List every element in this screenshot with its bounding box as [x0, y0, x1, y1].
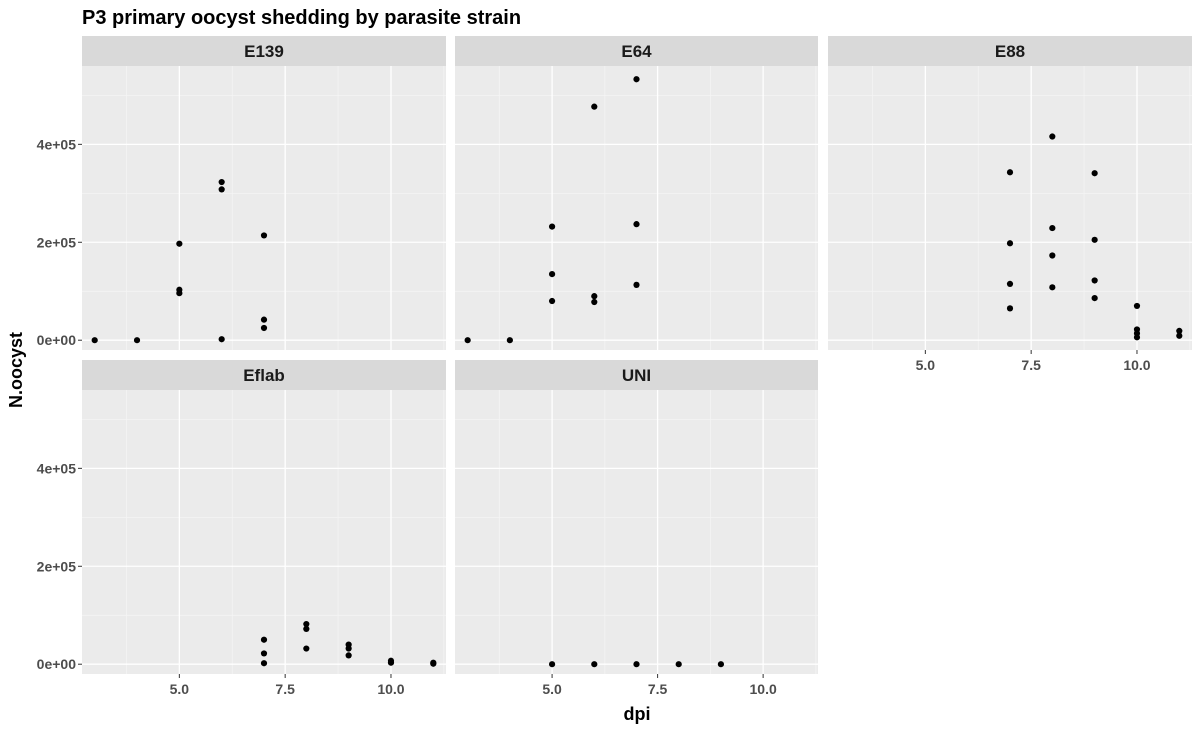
panel-background [455, 390, 818, 674]
facet-strip [455, 36, 818, 66]
data-point [260, 232, 268, 239]
data-point [675, 661, 682, 668]
data-point [548, 271, 556, 278]
data-point [387, 659, 395, 666]
data-point [633, 281, 640, 288]
x-tick-label: 5.0 [542, 681, 562, 697]
facet-strip [82, 360, 446, 390]
data-point [1091, 277, 1098, 284]
data-point [133, 337, 141, 344]
x-tick-label: 7.5 [275, 681, 295, 697]
data-point [1091, 170, 1098, 177]
data-point [260, 660, 268, 667]
x-tick-label: 7.5 [1021, 357, 1041, 373]
data-point [218, 178, 225, 186]
y-tick-label: 2e+05 [37, 558, 77, 574]
data-point [176, 290, 183, 297]
data-point [591, 298, 598, 306]
data-point [548, 223, 556, 230]
y-tick-label: 4e+05 [37, 460, 77, 476]
data-point [633, 661, 640, 668]
x-tick-label: 10.0 [1123, 357, 1150, 373]
data-point [303, 620, 310, 628]
facet-strip [82, 36, 446, 66]
data-point [218, 186, 225, 193]
data-point [1176, 332, 1183, 339]
facet-strip-label: E88 [995, 42, 1025, 61]
data-point [548, 297, 556, 305]
data-point [1091, 236, 1098, 243]
data-point [1133, 334, 1141, 341]
data-point [591, 661, 598, 668]
data-point [303, 625, 310, 633]
facet-panel-e64: E64 [455, 36, 818, 350]
data-point [260, 636, 268, 643]
facet-strip [455, 360, 818, 390]
data-point [633, 221, 640, 228]
data-point [633, 76, 640, 83]
facet-panel-uni: UNI 5.0 7.5 10.0 [455, 360, 818, 697]
panel-background [82, 66, 446, 350]
data-point [1049, 224, 1056, 232]
data-point [176, 240, 183, 247]
data-point [1006, 240, 1014, 247]
y-tick-label: 0e+00 [37, 332, 77, 348]
facet-panel-e88: E88 5.0 7.5 10.0 [828, 36, 1192, 373]
data-point [1006, 305, 1014, 312]
data-point [1091, 294, 1098, 302]
x-axis-title: dpi [624, 704, 651, 724]
facet-panel-e139: E139 0e+00 2e+05 4e+05 [37, 36, 446, 350]
data-point [506, 337, 513, 344]
data-point [591, 103, 598, 110]
data-point [345, 652, 352, 659]
x-tick-label: 5.0 [916, 357, 936, 373]
data-point [1049, 252, 1056, 259]
data-point [464, 337, 471, 344]
x-tick-label: 5.0 [170, 681, 190, 697]
data-point [717, 661, 725, 668]
y-axis-title: N.oocyst [6, 332, 26, 408]
data-point [1133, 302, 1141, 310]
data-point [218, 336, 225, 343]
x-tick-label: 7.5 [648, 681, 668, 697]
data-point [1176, 327, 1183, 335]
data-point [260, 324, 268, 332]
chart-title: P3 primary oocyst shedding by parasite s… [82, 7, 521, 29]
y-tick-label: 0e+00 [37, 656, 77, 672]
y-tick-label: 4e+05 [37, 136, 77, 152]
data-point [1049, 133, 1056, 140]
data-point [260, 650, 268, 657]
data-point [1006, 169, 1014, 176]
data-point [303, 645, 310, 652]
facet-strip-label: E64 [621, 42, 652, 61]
facet-panel-eflab: Eflab 5.0 7.5 10.0 0e+00 2e+05 4e+05 [37, 360, 446, 697]
data-point [1006, 280, 1014, 287]
facet-strip-label: E139 [244, 42, 284, 61]
data-point [345, 645, 352, 652]
panel-background [455, 66, 818, 350]
x-tick-label: 10.0 [377, 681, 404, 697]
facet-strip [828, 36, 1192, 66]
data-point [1049, 284, 1056, 291]
data-point [430, 660, 437, 667]
panel-background [82, 390, 446, 674]
data-point [548, 661, 556, 668]
data-point [91, 337, 98, 344]
data-point [591, 293, 598, 300]
facet-strip-label: Eflab [243, 366, 285, 385]
y-tick-label: 2e+05 [37, 234, 77, 250]
facet-strip-label: UNI [622, 366, 651, 385]
panel-background [828, 66, 1192, 350]
x-tick-label: 10.0 [750, 681, 777, 697]
data-point [260, 316, 268, 323]
